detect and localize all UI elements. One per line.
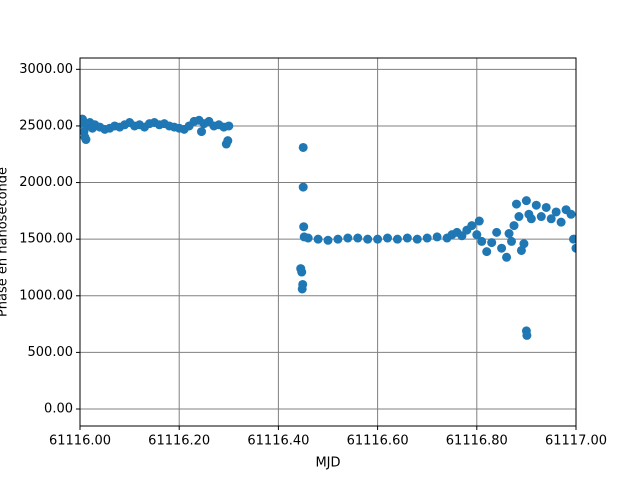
point: [333, 234, 343, 244]
x-tick-label: 61116.20: [148, 434, 210, 449]
point: [521, 196, 531, 206]
x-tick-label: 61117.00: [545, 434, 607, 449]
point: [303, 233, 313, 243]
point: [507, 236, 517, 246]
point: [526, 214, 536, 224]
point: [392, 234, 402, 244]
point: [343, 233, 353, 243]
point: [81, 135, 91, 145]
y-tick-label: 500.00: [28, 345, 74, 360]
x-tick-label: 61116.80: [446, 434, 508, 449]
point: [80, 114, 87, 124]
x-tick-label: 61116.60: [347, 434, 409, 449]
y-tick-label: 3000.00: [19, 62, 73, 77]
point: [536, 212, 546, 222]
point: [551, 207, 561, 217]
point: [223, 136, 233, 146]
point: [467, 221, 477, 231]
y-axis-label: Phase en nanoseconde: [0, 167, 11, 317]
point: [516, 245, 526, 255]
point: [472, 230, 482, 240]
point: [569, 234, 576, 244]
y-tick-label: 1000.00: [19, 288, 73, 303]
point: [297, 267, 307, 277]
point: [502, 252, 512, 262]
point: [422, 233, 432, 243]
point: [474, 216, 484, 226]
point: [492, 227, 502, 237]
point: [514, 212, 524, 222]
y-tick-label: 2000.00: [19, 175, 73, 190]
point: [504, 229, 514, 239]
point: [412, 234, 422, 244]
point: [224, 121, 234, 131]
point: [299, 222, 309, 232]
point: [487, 238, 497, 248]
point: [497, 243, 507, 253]
point: [298, 142, 308, 152]
point: [298, 279, 308, 289]
point: [477, 236, 487, 246]
y-tick-label: 2500.00: [19, 118, 73, 133]
x-tick-label: 61116.40: [247, 434, 309, 449]
points: [80, 114, 576, 340]
point: [373, 234, 383, 244]
point: [522, 330, 532, 340]
x-tick-label: 61116.00: [49, 434, 111, 449]
point: [546, 214, 556, 224]
point: [511, 199, 521, 209]
point: [541, 202, 551, 212]
plot-frame: [79, 57, 577, 427]
point: [313, 234, 323, 244]
point: [383, 233, 393, 243]
point: [323, 235, 333, 245]
point: [402, 233, 412, 243]
point: [363, 234, 373, 244]
x-axis-label: MJD: [315, 456, 340, 471]
point: [482, 247, 492, 257]
point: [197, 127, 207, 137]
point: [566, 209, 576, 219]
point: [432, 232, 442, 242]
point: [571, 243, 576, 253]
y-tick-label: 1500.00: [19, 232, 73, 247]
point: [509, 221, 519, 231]
ticks: 61116.00 61116.20 61116.40 61116.60 61116.80…: [19, 62, 607, 449]
point: [556, 217, 566, 227]
point: [353, 233, 363, 243]
point: [298, 182, 308, 192]
y-tick-label: 0.00: [44, 402, 73, 417]
point: [531, 200, 541, 210]
point: [519, 239, 529, 249]
